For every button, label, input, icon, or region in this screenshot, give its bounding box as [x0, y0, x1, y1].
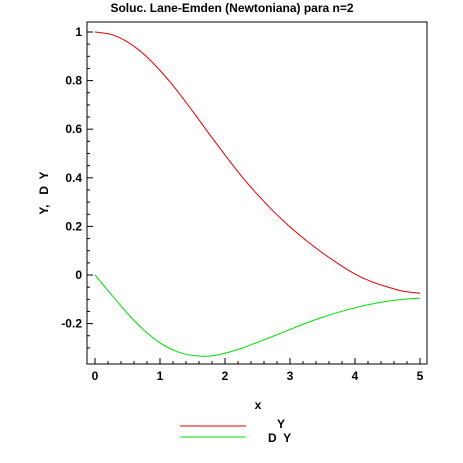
y-tick-label: 0.6: [65, 122, 82, 136]
x-tick-label: 4: [352, 369, 359, 383]
y-axis-tick-labels: 1 0.8 0.6 0.4 0.2 0 -0.2: [61, 25, 82, 331]
legend-label-dy: D Y: [268, 431, 291, 445]
x-axis-label: x: [255, 398, 262, 412]
x-axis-ticks: [94, 358, 421, 364]
series-dy-line: [94, 274, 421, 357]
y-tick-label: -0.2: [61, 317, 82, 331]
y-tick-label: 0.4: [65, 171, 82, 185]
y-axis-ticks: [87, 31, 93, 349]
y-tick-label: 0: [75, 268, 82, 282]
x-tick-label: 0: [92, 369, 99, 383]
y-axis-label: Y, D Y: [37, 171, 51, 214]
legend-label-y: Y: [277, 417, 285, 431]
series-y-line: [94, 31, 421, 294]
plot-frame: [86, 21, 428, 365]
x-tick-label: 5: [417, 369, 424, 383]
y-tick-label: 0.8: [65, 74, 82, 88]
legend: Y D Y: [180, 417, 291, 445]
chart-title: Soluc. Lane-Emden (Newtoniana) para n=2: [110, 1, 353, 15]
x-tick-label: 2: [222, 369, 229, 383]
x-tick-label: 1: [157, 369, 164, 383]
x-tick-label: 3: [287, 369, 294, 383]
y-tick-label: 0.2: [65, 219, 82, 233]
y-tick-label: 1: [75, 25, 82, 39]
x-axis-tick-labels: 0 1 2 3 4 5: [92, 369, 424, 383]
